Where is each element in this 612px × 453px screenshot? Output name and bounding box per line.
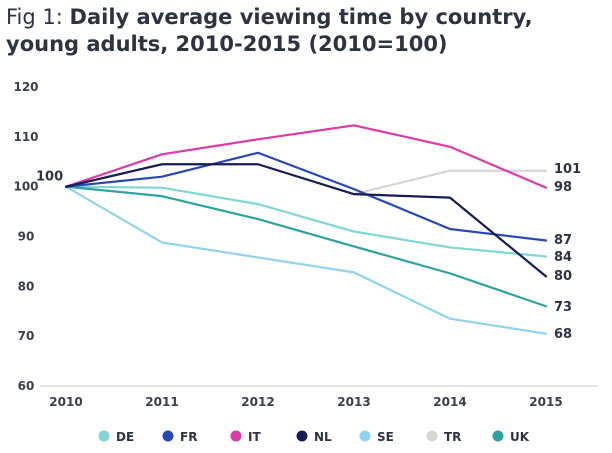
x-tick-label: 2013 bbox=[337, 395, 370, 409]
start-value-label: 100 bbox=[36, 170, 63, 185]
y-tick-label: 60 bbox=[18, 379, 35, 393]
figure-number: Fig 1: bbox=[6, 5, 63, 29]
series-line-nl bbox=[64, 163, 548, 278]
legend-label: DE bbox=[116, 430, 134, 444]
legend-label: SE bbox=[377, 430, 394, 444]
legend-label: IT bbox=[248, 430, 261, 444]
legend-label: TR bbox=[444, 430, 461, 444]
legend-item-fr: FR bbox=[162, 430, 197, 444]
end-label-tr: 101 bbox=[554, 162, 581, 177]
end-label-nl: 80 bbox=[554, 269, 572, 284]
series-line-tr bbox=[352, 169, 548, 196]
x-tick-label: 2012 bbox=[241, 395, 274, 409]
series-line-it bbox=[64, 124, 548, 189]
legend-item-it: IT bbox=[230, 430, 261, 444]
y-tick-label: 80 bbox=[18, 279, 35, 293]
series-line-fr bbox=[64, 151, 548, 242]
end-label-uk: 73 bbox=[554, 300, 572, 315]
end-label-fr: 87 bbox=[554, 233, 572, 248]
end-labels: 100 84 87 98 80 68 101 73 bbox=[36, 162, 581, 342]
title-text: Daily average viewing time by country, y… bbox=[6, 5, 533, 56]
chart-title: Fig 1: Daily average viewing time by cou… bbox=[6, 4, 606, 58]
series-line-de bbox=[64, 185, 548, 258]
series-line-se bbox=[64, 185, 548, 335]
series-line-uk bbox=[64, 185, 548, 308]
x-tick-label: 2015 bbox=[529, 395, 562, 409]
legend-label: FR bbox=[180, 430, 197, 444]
y-tick-label: 120 bbox=[13, 80, 38, 94]
series-lines bbox=[64, 124, 548, 335]
legend-swatch bbox=[230, 430, 242, 442]
y-tick-label: 70 bbox=[18, 329, 35, 343]
legend-swatch bbox=[492, 430, 504, 442]
y-tick-label: 90 bbox=[18, 230, 35, 244]
legend-item-de: DE bbox=[98, 430, 134, 444]
x-tick-label: 2011 bbox=[145, 395, 178, 409]
axes: 60 70 80 90 100 110 120 2010 2011 2012 2013 2014 201… bbox=[13, 80, 598, 409]
x-tick-label: 2014 bbox=[433, 395, 466, 409]
legend-swatch bbox=[98, 430, 110, 442]
legend-item-uk: UK bbox=[492, 430, 530, 444]
end-label-de: 84 bbox=[554, 250, 572, 265]
x-tick-label: 2010 bbox=[49, 395, 82, 409]
y-tick-label: 110 bbox=[13, 130, 38, 144]
legend-label: NL bbox=[314, 430, 332, 444]
legend-item-se: SE bbox=[359, 430, 394, 444]
legend-swatch bbox=[162, 430, 174, 442]
legend-item-tr: TR bbox=[426, 430, 461, 444]
end-label-se: 68 bbox=[554, 327, 572, 342]
legend: DE FR IT NL SE TR UK bbox=[98, 430, 530, 444]
legend-label: UK bbox=[510, 430, 530, 444]
end-label-it: 98 bbox=[554, 180, 572, 195]
legend-swatch bbox=[426, 430, 438, 442]
y-tick-label: 100 bbox=[13, 180, 38, 194]
legend-item-nl: NL bbox=[296, 430, 332, 444]
legend-swatch bbox=[296, 430, 308, 442]
legend-swatch bbox=[359, 430, 371, 442]
